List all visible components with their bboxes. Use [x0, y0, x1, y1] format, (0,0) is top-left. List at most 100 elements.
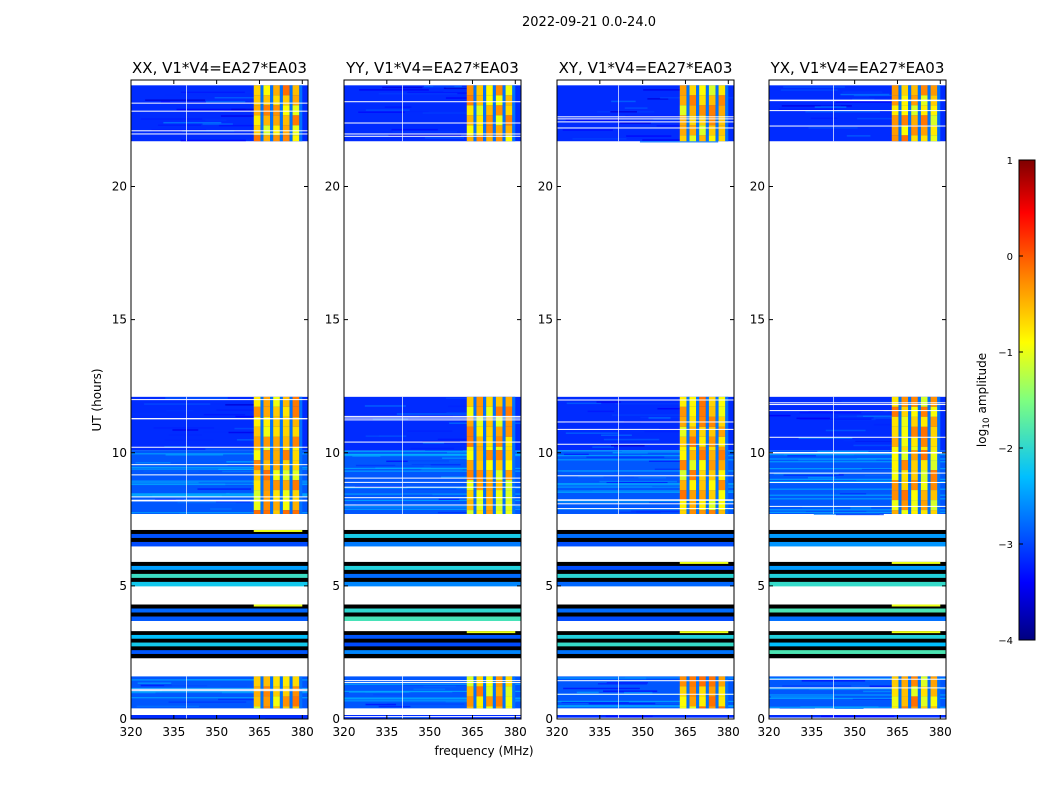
flag-line [344, 504, 521, 506]
rfi-cell [911, 85, 918, 96]
cyan-band [557, 450, 734, 452]
rfi-gap [927, 396, 931, 451]
rfi-cell [679, 500, 687, 511]
noise-streak [859, 122, 904, 124]
rfi-cell [920, 396, 928, 407]
cyan-band [344, 508, 521, 510]
rfi-cell [466, 95, 474, 106]
flag-line [344, 441, 521, 443]
rfi-cell [718, 105, 726, 116]
cyan-band [557, 486, 734, 488]
noise-streak [442, 457, 477, 459]
flagged-stripe [557, 533, 734, 539]
x-tick-label: 350 [843, 725, 866, 739]
rfi-cell [505, 686, 513, 697]
rfi-cell [930, 676, 938, 687]
rfi-cell [486, 416, 493, 427]
rfi-cell [253, 95, 261, 106]
x-tick-label: 320 [758, 725, 781, 739]
rfi-cell [901, 470, 909, 481]
noise-streak [783, 474, 844, 476]
rfi-cell [466, 696, 474, 707]
x-tick-label: 365 [886, 725, 909, 739]
rfi-cell [486, 406, 493, 417]
rfi-cell [901, 450, 909, 461]
rfi-cell [282, 115, 290, 126]
y-tick-label: 5 [545, 579, 553, 593]
rfi-cell [911, 450, 918, 461]
flagged-stripe [769, 650, 946, 655]
flag-line [769, 472, 946, 474]
rfi-cell [466, 470, 474, 481]
rfi-cell [891, 436, 899, 447]
rfi-cell [891, 480, 899, 491]
rfi-cell [253, 500, 261, 511]
rfi-gap [289, 85, 293, 142]
cyan-band [557, 470, 734, 472]
rfi-cell [253, 135, 261, 142]
cyan-band [344, 454, 521, 457]
noise-streak [611, 100, 636, 103]
rfi-cell [911, 426, 918, 437]
noise-streak [378, 705, 411, 708]
rfi-cell [679, 696, 687, 707]
cyan-band [769, 677, 946, 679]
x-tick-label: 350 [631, 725, 654, 739]
x-tick-label: 335 [588, 725, 611, 739]
noise-streak [391, 128, 438, 131]
rfi-cell [911, 135, 918, 142]
rfi-cell [263, 696, 271, 707]
rfi-cell [282, 105, 290, 116]
rfi-cell [930, 696, 938, 707]
rfi-cell [273, 510, 280, 514]
rfi-cell [292, 490, 300, 501]
rfi-cell [466, 85, 474, 96]
rfi-cell [920, 686, 928, 697]
rfi-cell [699, 510, 706, 514]
x-tick-label: 380 [929, 725, 952, 739]
rfi-gap [473, 396, 477, 451]
cyan-band [769, 458, 946, 460]
rfi-cell [486, 706, 493, 709]
noise-streak [773, 473, 839, 475]
rfi-cell [689, 135, 697, 142]
rfi-cell [901, 436, 909, 447]
rfi-cell [699, 95, 706, 106]
noise-streak [220, 685, 247, 687]
panels-group: XX, V1*V4=EA27*EA03 320 335 350 365 380 0 5 10 15… [112, 59, 952, 739]
rfi-cell [263, 426, 271, 437]
flagged-stripe [131, 537, 308, 543]
rfi-cell [466, 125, 474, 136]
flag-line [344, 682, 521, 684]
rfi-cell [699, 676, 706, 687]
flagged-stripe [131, 634, 308, 640]
flagged-stripe [557, 565, 734, 571]
rfi-cell [718, 125, 726, 136]
cyan-band [344, 683, 521, 685]
rfi-cell [891, 416, 899, 427]
rfi-cell [901, 686, 909, 697]
cyan-band [131, 692, 308, 694]
y-tick-label: 15 [750, 313, 765, 327]
noise-streak [153, 427, 215, 429]
noise-streak [395, 464, 431, 466]
flagged-stripe [131, 604, 308, 610]
rfi-cell [292, 500, 300, 511]
rfi-cell [273, 406, 280, 417]
noise-streak [648, 417, 671, 419]
noise-streak [140, 684, 172, 687]
rfi-cell [466, 510, 474, 514]
noise-streak [572, 138, 627, 140]
panel-data [769, 85, 946, 719]
rfi-cell [282, 706, 290, 709]
flag-vline [618, 85, 619, 142]
noise-streak [869, 95, 901, 98]
rfi-cell [263, 95, 271, 106]
rfi-cell [505, 706, 513, 709]
x-tick-label: 365 [461, 725, 484, 739]
noise-streak [587, 410, 615, 413]
rfi-cell [718, 436, 726, 447]
rfi-cell [689, 460, 697, 471]
rfi-cell [901, 115, 909, 126]
rfi-gap [715, 85, 719, 142]
